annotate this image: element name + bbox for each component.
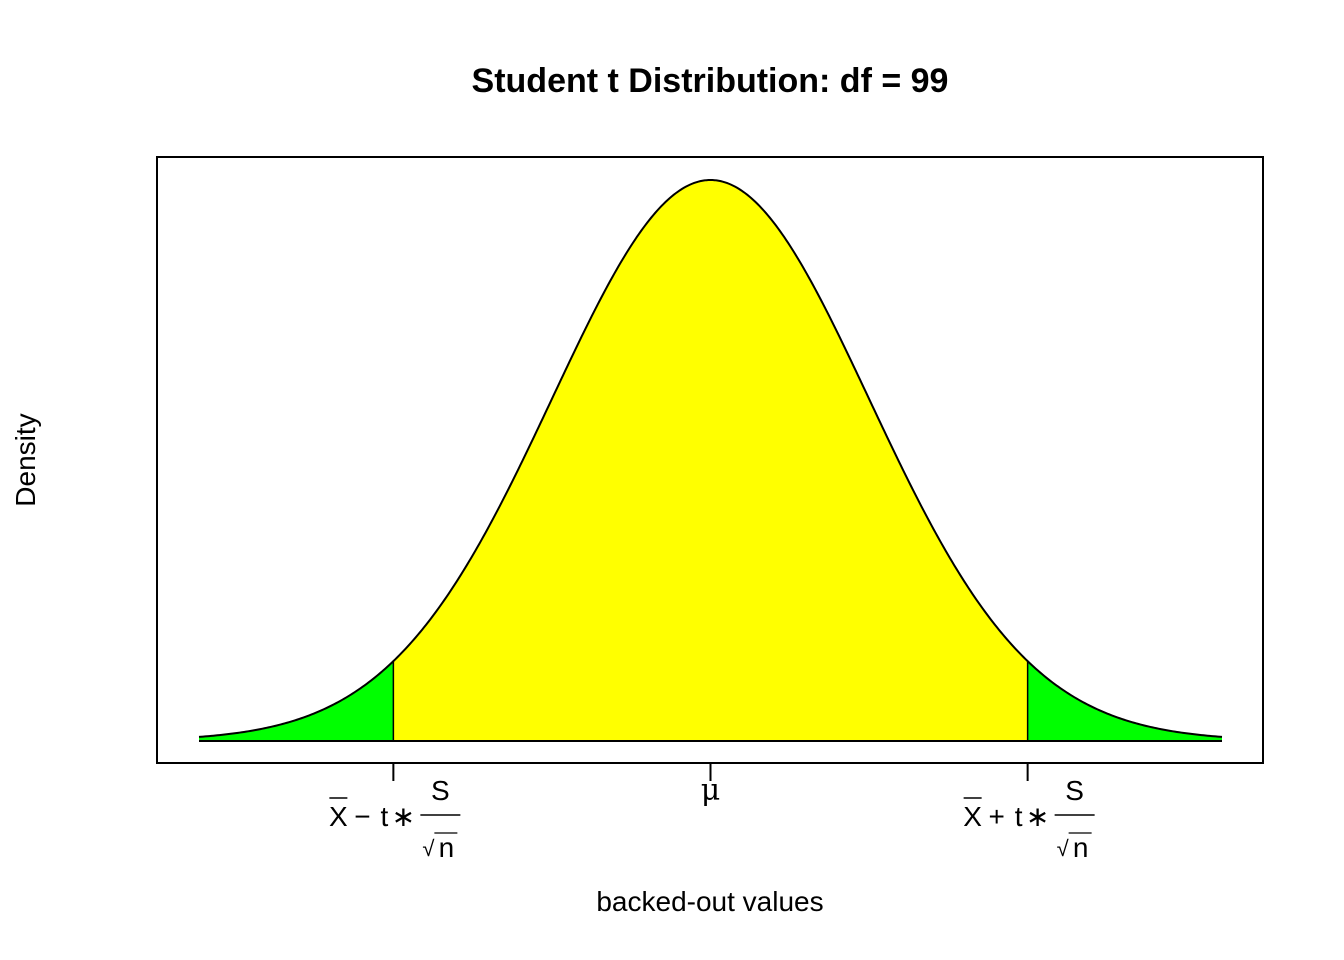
times-symbol: ∗ [392, 801, 415, 832]
operator-symbol: − [354, 801, 370, 832]
x-axis-ticks: X − t ∗S√ nμX + t ∗S√ n [329, 763, 1095, 863]
numerator-s: S [1065, 775, 1084, 806]
boundary-lines [392, 661, 1029, 741]
density-regions [199, 180, 1222, 741]
right-tail-region [1027, 661, 1222, 741]
sqrt-icon: √ [422, 836, 435, 861]
tick-label-mu: μ [701, 773, 721, 808]
tick-mu: μ [701, 763, 721, 808]
t-symbol: t [1015, 801, 1023, 832]
numerator-s: S [431, 775, 450, 806]
x-axis-label: backed-out values [596, 886, 823, 917]
times-symbol: ∗ [1026, 801, 1049, 832]
denominator-n: n [439, 832, 455, 863]
t-symbol: t [380, 801, 388, 832]
tick-label-lower-bound: X − t ∗ S √ n [329, 775, 461, 863]
xbar-symbol: X [329, 801, 348, 832]
tick-label-upper-bound: X + t ∗ S √ n [963, 775, 1095, 863]
sqrt-icon: √ [1057, 836, 1070, 861]
center-region [393, 180, 1028, 741]
tick-lower-bound: X − t ∗ S √ n [329, 763, 461, 863]
density-curve [198, 178, 1223, 738]
left-tail-region [199, 661, 394, 741]
chart-title: Student t Distribution: df = 99 [472, 62, 949, 100]
denominator-n: n [1073, 832, 1089, 863]
tick-upper-bound: X + t ∗ S √ n [963, 763, 1095, 863]
y-axis-label: Density [10, 413, 41, 506]
operator-symbol: + [988, 801, 1004, 832]
xbar-symbol: X [963, 801, 982, 832]
